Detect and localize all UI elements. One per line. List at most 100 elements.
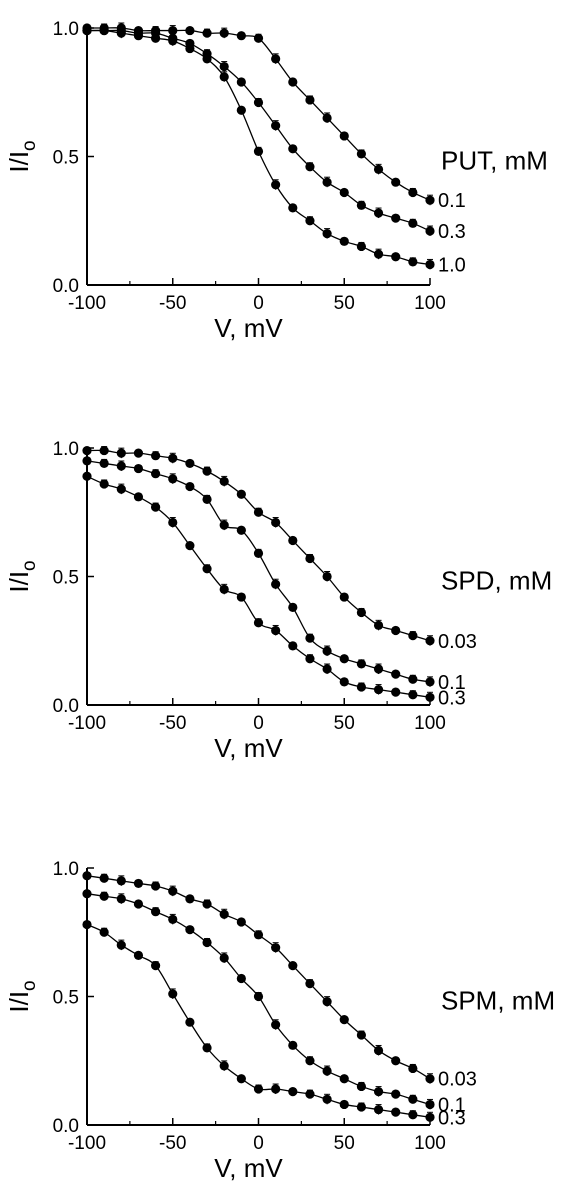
data-point [271, 121, 281, 131]
data-point [271, 54, 281, 64]
data-point [322, 1094, 332, 1104]
data-point [339, 1099, 349, 1110]
data-point [99, 458, 109, 469]
data-point [391, 1056, 401, 1066]
data-point [185, 481, 195, 492]
data-point [356, 1102, 366, 1112]
data-point [151, 451, 161, 461]
data-point [271, 1084, 281, 1094]
x-tick-label: -100 [68, 1133, 106, 1154]
data-point [322, 1066, 332, 1076]
data-point [202, 466, 212, 476]
data-point [236, 917, 246, 927]
data-point [408, 257, 418, 267]
data-point [322, 229, 332, 239]
data-point [133, 492, 144, 502]
y-axis-title: I/Io [4, 140, 40, 172]
data-point [253, 507, 264, 517]
data-point [271, 579, 281, 589]
series-label: 0.1 [438, 672, 466, 694]
data-point [168, 36, 178, 46]
data-point [185, 925, 195, 935]
data-point [339, 654, 349, 664]
data-point [116, 28, 126, 38]
data-point [288, 77, 298, 87]
data-point [408, 690, 418, 700]
data-point [322, 571, 332, 582]
data-point [151, 33, 161, 43]
data-point [373, 164, 384, 174]
y-axis-title: I/Io [4, 560, 40, 592]
data-point [425, 259, 435, 270]
data-point [271, 180, 281, 190]
data-point [408, 1063, 418, 1074]
legend-title: PUT, mM [441, 146, 548, 176]
data-point [356, 1030, 366, 1040]
x-tick-label: 100 [414, 713, 446, 734]
x-tick-label: -50 [159, 1133, 186, 1154]
y-tick-label: 0.5 [53, 148, 79, 169]
panel-3: -100 -50 0 50 100 0.0 0.5 1.0 V, mV I/Io SPM, mM 0.… [4, 859, 555, 1183]
series-label: 0.03 [438, 1069, 477, 1091]
y-axis-title-subscript: o [19, 560, 40, 571]
data-point [288, 602, 298, 612]
data-point [82, 471, 92, 481]
data-point [391, 687, 401, 697]
data-point [219, 476, 229, 487]
data-point [408, 218, 418, 228]
data-point [219, 1061, 229, 1071]
x-tick-label: 100 [414, 293, 446, 314]
data-point [305, 553, 315, 564]
data-point [151, 961, 161, 971]
data-point [356, 607, 366, 618]
data-point [288, 535, 298, 546]
data-point [305, 1056, 315, 1066]
data-point [219, 909, 229, 919]
data-point [373, 620, 384, 630]
data-point [116, 876, 126, 886]
data-point [168, 886, 178, 896]
data-point [356, 149, 366, 159]
data-point [219, 953, 229, 963]
series-line [86, 449, 431, 642]
data-point [322, 664, 332, 674]
data-point [408, 187, 418, 198]
data-point [305, 216, 315, 226]
data-point [151, 881, 161, 891]
data-point [219, 72, 229, 82]
data-point [236, 592, 246, 602]
data-point [356, 659, 366, 669]
x-tick-label: 0 [253, 713, 264, 734]
x-tick-label: 100 [414, 1133, 446, 1154]
data-point [185, 894, 195, 904]
data-point [425, 1099, 435, 1110]
y-tick-label: 1.0 [53, 19, 79, 40]
data-point [168, 453, 178, 463]
data-point [339, 677, 349, 687]
data-point [151, 502, 161, 512]
data-point [425, 195, 435, 205]
data-point [219, 520, 229, 530]
series-label: 0.3 [438, 1107, 466, 1129]
data-point [373, 664, 384, 674]
data-point [236, 489, 246, 499]
data-point [116, 940, 126, 950]
data-point [288, 1086, 298, 1097]
data-point [391, 213, 401, 223]
series-label: 1.0 [438, 254, 466, 276]
data-point [253, 146, 264, 156]
data-point [168, 517, 178, 528]
data-point [322, 646, 332, 656]
y-tick-label: 0.5 [53, 568, 79, 589]
data-point [425, 677, 435, 687]
data-point [271, 1020, 281, 1030]
data-point [391, 177, 401, 187]
data-point [373, 684, 384, 695]
data-point [425, 1112, 435, 1122]
data-point [236, 31, 246, 41]
data-point [99, 445, 109, 456]
data-point [408, 1094, 418, 1104]
data-point [288, 203, 298, 213]
data-point [185, 1017, 195, 1027]
series-line [87, 29, 431, 232]
